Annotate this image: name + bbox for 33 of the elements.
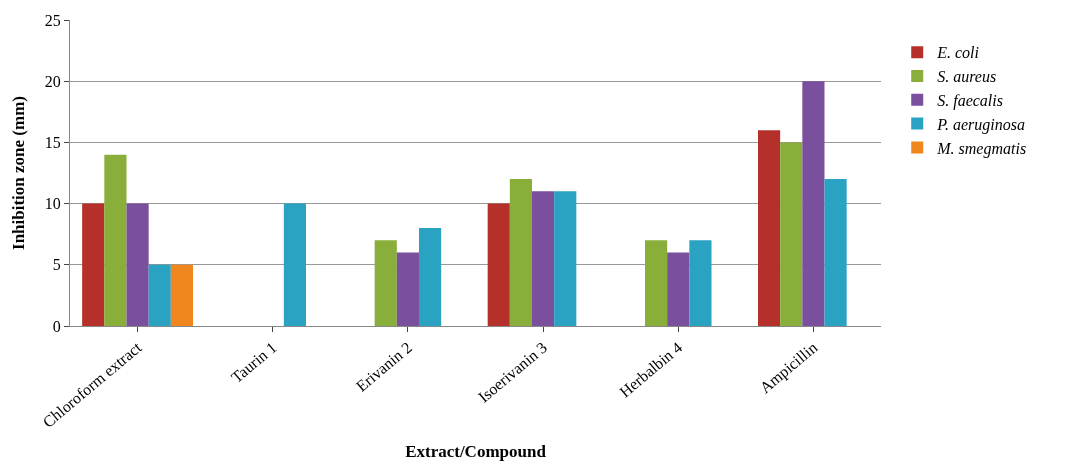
bar — [104, 154, 127, 326]
y-tick-label: 20 — [44, 72, 61, 90]
y-tick-label: 10 — [44, 195, 61, 213]
legend-label: S. faecalis — [937, 92, 1003, 111]
bar — [148, 264, 171, 326]
bar — [170, 264, 193, 326]
legend-label: E. coli — [936, 44, 979, 62]
bar — [554, 191, 577, 326]
bar — [689, 240, 712, 326]
x-axis-title: Extract/Compound — [405, 442, 547, 462]
y-tick-label: 0 — [52, 317, 61, 335]
bar — [283, 203, 306, 326]
bar — [532, 191, 555, 326]
bar — [374, 240, 397, 326]
bar — [667, 252, 690, 326]
y-tick-label: 15 — [44, 134, 61, 151]
legend-label: S. aureus — [937, 68, 997, 86]
bar — [645, 240, 668, 326]
legend-label: M. smegmatis — [936, 139, 1027, 158]
bar — [824, 179, 847, 326]
bar — [82, 203, 105, 326]
legend-label: P. aeruginosa — [936, 115, 1025, 134]
y-tick-label: 5 — [52, 256, 61, 274]
bar — [758, 130, 781, 326]
bar — [780, 142, 803, 326]
bar — [396, 252, 419, 326]
bar — [487, 203, 510, 326]
y-axis-title: Inhibition zone (mm) — [9, 96, 29, 250]
bar — [802, 81, 825, 326]
y-tick-label: 25 — [44, 11, 61, 29]
bar — [509, 179, 532, 326]
bar — [419, 228, 442, 326]
bar — [126, 203, 149, 326]
